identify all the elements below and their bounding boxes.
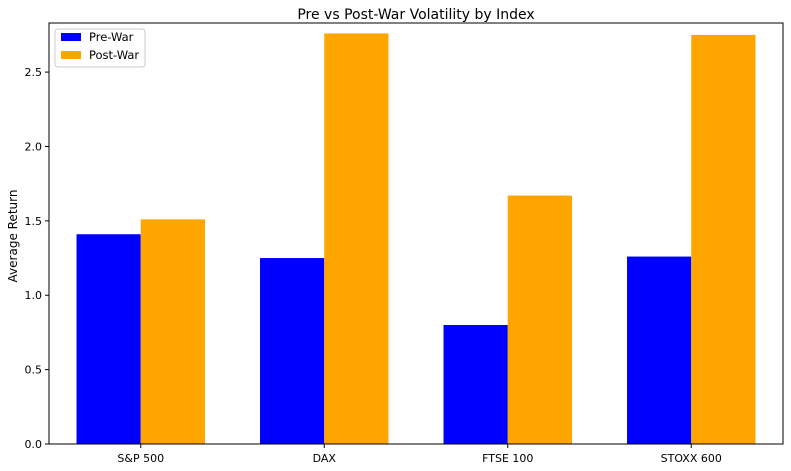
bar-post-war-0 xyxy=(140,219,205,444)
chart-title: Pre vs Post-War Volatility by Index xyxy=(297,7,534,23)
bar-post-war-2 xyxy=(507,195,572,444)
legend: Pre-War Post-War xyxy=(54,28,146,68)
legend-swatch xyxy=(61,33,81,41)
y-axis-label: Average Return xyxy=(6,190,20,283)
x-axis-ticks: S&P 500 DAX FTSE 100 STOXX 600 xyxy=(117,444,722,465)
y-tick-label: 1.0 xyxy=(25,289,43,302)
bar-pre-war-0 xyxy=(76,234,141,444)
x-tick-label: FTSE 100 xyxy=(482,452,533,465)
legend-label: Post-War xyxy=(89,48,139,62)
y-tick-label: 0.5 xyxy=(25,364,43,377)
y-tick-label: 2.5 xyxy=(25,66,43,79)
y-tick-label: 2.0 xyxy=(25,140,43,153)
bar-pre-war-2 xyxy=(443,324,508,444)
plot-frame xyxy=(48,22,784,445)
y-axis-ticks: 0.0 0.5 1.0 1.5 2.0 2.5 xyxy=(25,66,49,451)
bar-post-war-1 xyxy=(324,33,389,445)
y-tick-label: 0.0 xyxy=(25,438,43,451)
x-tick-label: STOXX 600 xyxy=(661,452,722,465)
legend-swatch xyxy=(61,51,81,59)
bar-pre-war-3 xyxy=(627,256,692,444)
y-tick-label: 1.5 xyxy=(25,215,43,228)
bar-pre-war-1 xyxy=(260,258,325,444)
x-tick-label: DAX xyxy=(313,452,337,465)
legend-label: Pre-War xyxy=(89,30,134,44)
x-tick-label: S&P 500 xyxy=(117,452,164,465)
bars xyxy=(76,33,756,445)
bar-post-war-3 xyxy=(691,34,756,444)
